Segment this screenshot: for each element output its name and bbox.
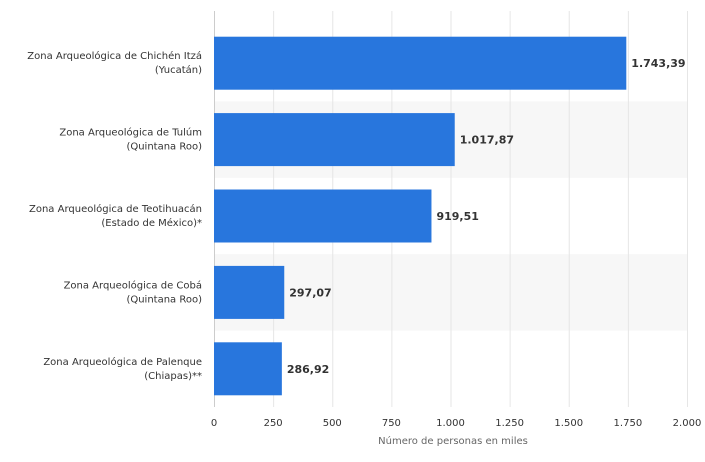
value-labels: 1.743,39 1.017,87 919,51 297,07 286,92: [287, 57, 686, 376]
category-label: Zona Arqueológica de Teotihuacán (Estado …: [29, 203, 202, 229]
bar: [214, 342, 282, 396]
category-label-line: Zona Arqueológica de Cobá: [64, 279, 202, 291]
category-label-line: Zona Arqueológica de Tulúm: [59, 127, 202, 139]
x-tick-label: 1.250: [495, 418, 524, 429]
x-axis-ticks: 0 250 500 750 1.000 1.250 1.500 1.750 2.000: [211, 418, 702, 429]
x-tick-label: 250: [264, 418, 283, 429]
category-label-line: Zona Arqueológica de Teotihuacán: [29, 203, 202, 215]
data-label: 1.743,39: [631, 57, 685, 70]
category-label: Zona Arqueológica de Chichén Itzá (Yucatá…: [27, 50, 202, 76]
x-tick-label: 1.750: [614, 418, 643, 429]
category-label-line: (Chiapas)**: [144, 371, 202, 382]
x-tick-label: 0: [211, 418, 217, 429]
bar: [214, 113, 455, 167]
category-label: Zona Arqueológica de Cobá (Quintana Roo): [64, 279, 203, 305]
data-label: 297,07: [289, 286, 331, 299]
category-label-line: Zona Arqueológica de Palenque: [43, 356, 202, 368]
data-label: 286,92: [287, 363, 329, 376]
category-label-line: (Quintana Roo): [126, 294, 202, 305]
data-label: 1.017,87: [460, 134, 514, 147]
x-tick-label: 1.000: [436, 418, 465, 429]
category-label: Zona Arqueológica de Palenque (Chiapas)**: [43, 356, 202, 382]
category-label-line: (Quintana Roo): [126, 142, 202, 153]
x-axis-title: Número de personas en miles: [378, 435, 528, 447]
bar: [214, 265, 285, 319]
category-label-line: (Yucatán): [155, 64, 202, 76]
bar-series: [214, 36, 627, 396]
x-tick-label: 750: [382, 418, 401, 429]
x-tick-label: 2.000: [673, 418, 702, 429]
category-label: Zona Arqueológica de Tulúm (Quintana Roo): [59, 127, 202, 153]
bar: [214, 189, 432, 243]
category-labels: Zona Arqueológica de Chichén Itzá (Yucatá…: [27, 50, 202, 382]
category-label-line: (Estado de México)*: [101, 217, 202, 229]
x-tick-label: 1.500: [554, 418, 583, 429]
category-label-line: Zona Arqueológica de Chichén Itzá: [27, 50, 202, 62]
x-tick-label: 500: [323, 418, 342, 429]
bar: [214, 36, 627, 90]
data-label: 919,51: [436, 210, 478, 223]
